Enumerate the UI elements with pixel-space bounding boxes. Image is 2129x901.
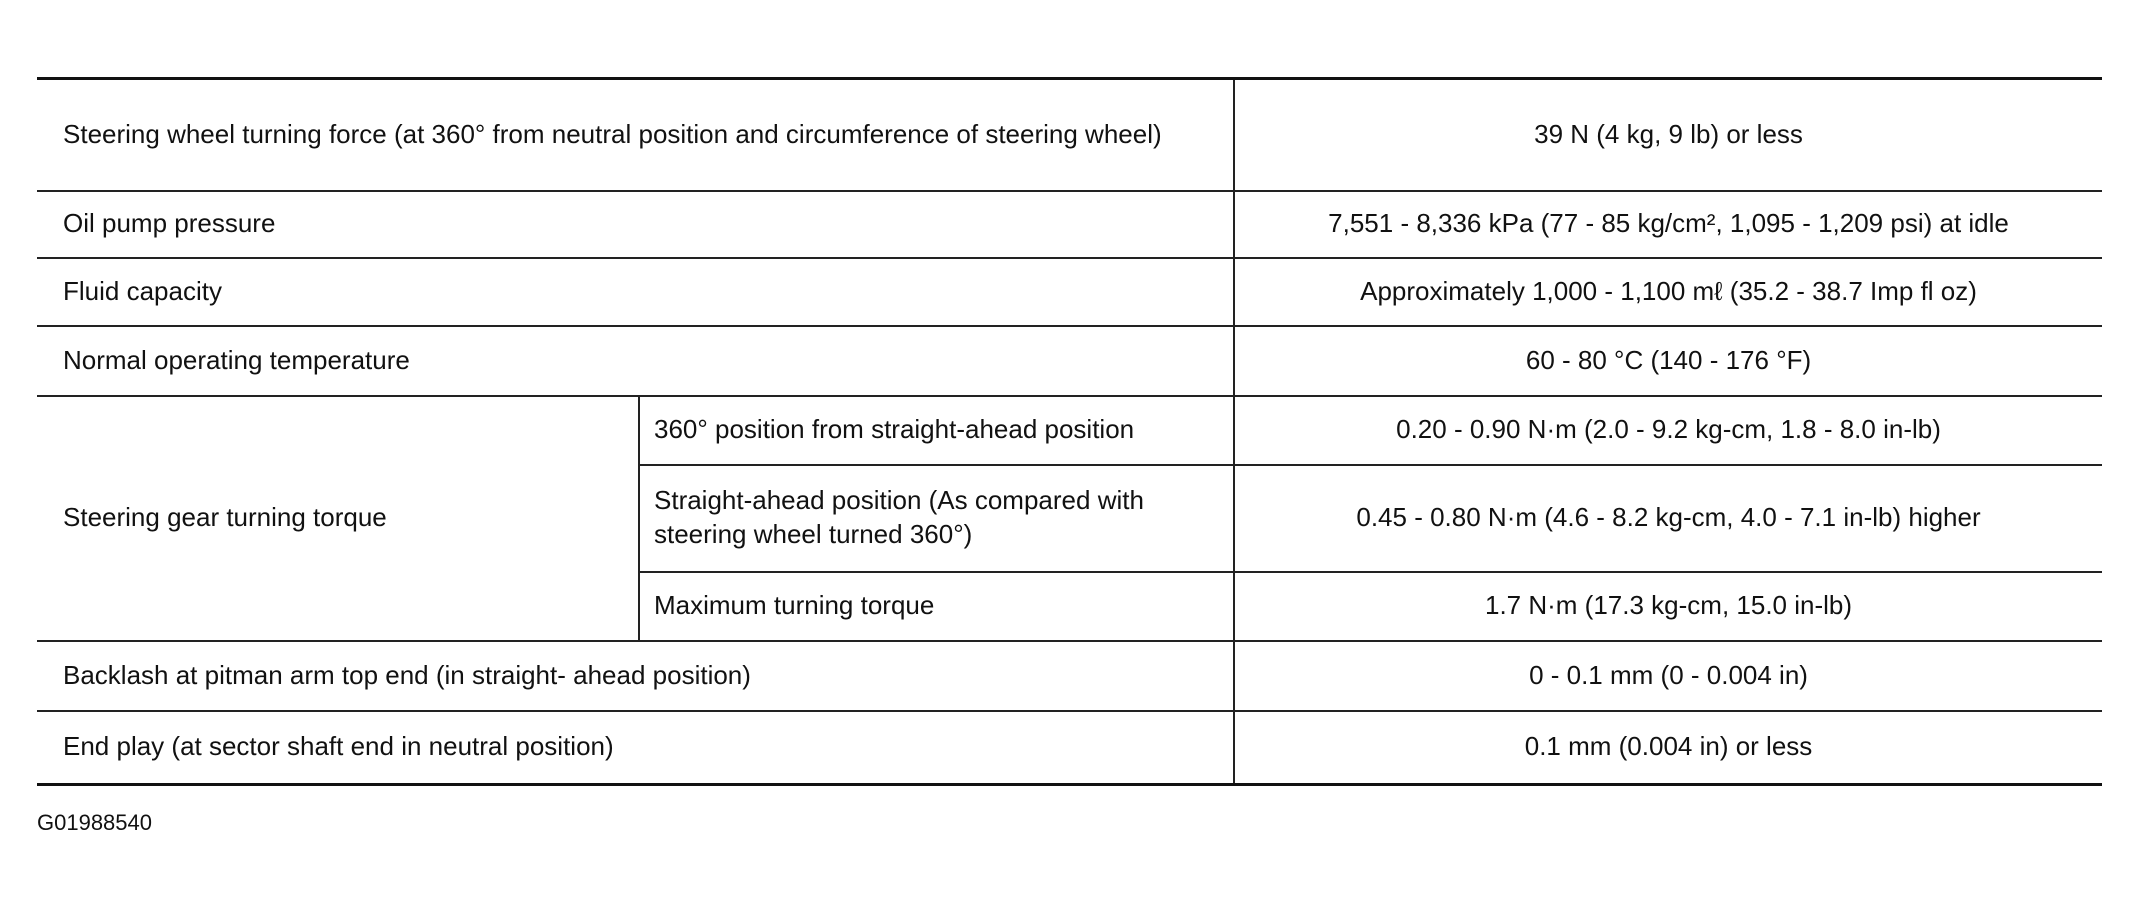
spec-table: Steering wheel turning force (at 360° fr… [37,77,2103,786]
table-row: Straight-ahead position (As compared wit… [37,463,2103,573]
row-value: 0.20 - 0.90 N·m (2.0 - 9.2 kg-cm, 1.8 - … [1233,394,2103,466]
row-value: 60 - 80 °C (140 - 176 °F) [1233,324,2103,397]
row-value: 0.1 mm (0.004 in) or less [1233,709,2103,786]
row-condition: Maximum turning torque [637,570,1235,642]
row-value: 7,551 - 8,336 kPa (77 - 85 kg/cm², 1,095… [1233,189,2103,259]
table-row: Steering gear turning torque 360° positio… [37,394,2103,642]
row-label: End play (at sector shaft end in neutral… [37,709,1235,786]
row-value: 39 N (4 kg, 9 lb) or less [1233,77,2103,192]
row-label: Fluid capacity [37,256,1235,327]
row-label: Normal operating temperature [37,324,1235,397]
row-label: Oil pump pressure [37,189,1235,259]
table-row: Steering wheel turning force (at 360° fr… [37,77,2103,192]
row-value: 1.7 N·m (17.3 kg-cm, 15.0 in-lb) [1233,570,2103,642]
row-value: 0 - 0.1 mm (0 - 0.004 in) [1233,639,2103,712]
row-value: Approximately 1,000 - 1,100 mℓ (35.2 - 3… [1233,256,2103,327]
table-row: Oil pump pressure 7,551 - 8,336 kPa (77 -… [37,189,2103,259]
table-row: End play (at sector shaft end in neutral… [37,709,2103,786]
row-condition: 360° position from straight-ahead positi… [637,394,1235,466]
row-label: Steering wheel turning force (at 360° fr… [37,77,1235,192]
table-row: Normal operating temperature 60 - 80 °C (… [37,324,2103,397]
row-condition: Straight-ahead position (As compared wit… [637,463,1235,573]
table-row: Backlash at pitman arm top end (in strai… [37,639,2103,712]
row-label: Backlash at pitman arm top end (in strai… [37,639,1235,712]
figure-code: G01988540 [37,810,152,835]
table-row: Maximum turning torque 1.7 N·m (17.3 kg-c… [37,570,2103,642]
row-label: Steering gear turning torque [37,394,639,642]
row-value: 0.45 - 0.80 N·m (4.6 - 8.2 kg-cm, 4.0 - … [1233,463,2103,573]
table-row: Fluid capacity Approximately 1,000 - 1,10… [37,256,2103,327]
